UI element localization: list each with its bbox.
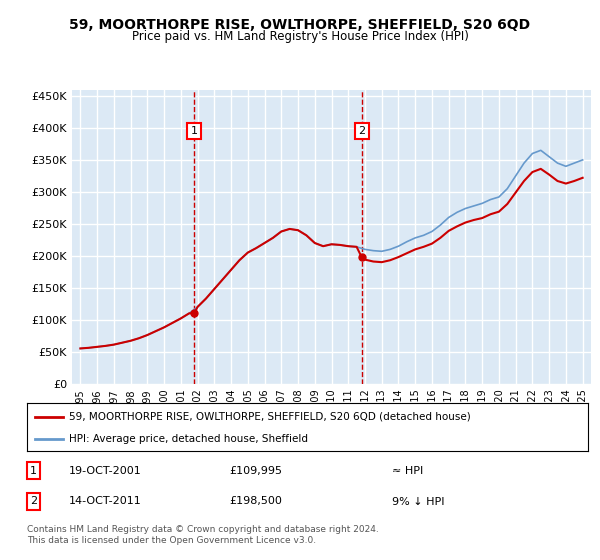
Text: 9% ↓ HPI: 9% ↓ HPI xyxy=(392,497,444,506)
Text: £198,500: £198,500 xyxy=(229,497,282,506)
Text: 14-OCT-2011: 14-OCT-2011 xyxy=(69,497,142,506)
Text: 59, MOORTHORPE RISE, OWLTHORPE, SHEFFIELD, S20 6QD: 59, MOORTHORPE RISE, OWLTHORPE, SHEFFIEL… xyxy=(70,18,530,32)
Text: 1: 1 xyxy=(30,465,37,475)
Text: ≈ HPI: ≈ HPI xyxy=(392,465,423,475)
Text: 59, MOORTHORPE RISE, OWLTHORPE, SHEFFIELD, S20 6QD (detached house): 59, MOORTHORPE RISE, OWLTHORPE, SHEFFIEL… xyxy=(69,412,471,422)
Text: 1: 1 xyxy=(191,126,198,136)
Text: Price paid vs. HM Land Registry's House Price Index (HPI): Price paid vs. HM Land Registry's House … xyxy=(131,30,469,43)
Text: Contains HM Land Registry data © Crown copyright and database right 2024.
This d: Contains HM Land Registry data © Crown c… xyxy=(27,525,379,545)
Text: 19-OCT-2001: 19-OCT-2001 xyxy=(69,465,142,475)
Text: 2: 2 xyxy=(358,126,365,136)
Text: £109,995: £109,995 xyxy=(229,465,282,475)
Text: HPI: Average price, detached house, Sheffield: HPI: Average price, detached house, Shef… xyxy=(69,434,308,444)
Text: 2: 2 xyxy=(30,497,37,506)
